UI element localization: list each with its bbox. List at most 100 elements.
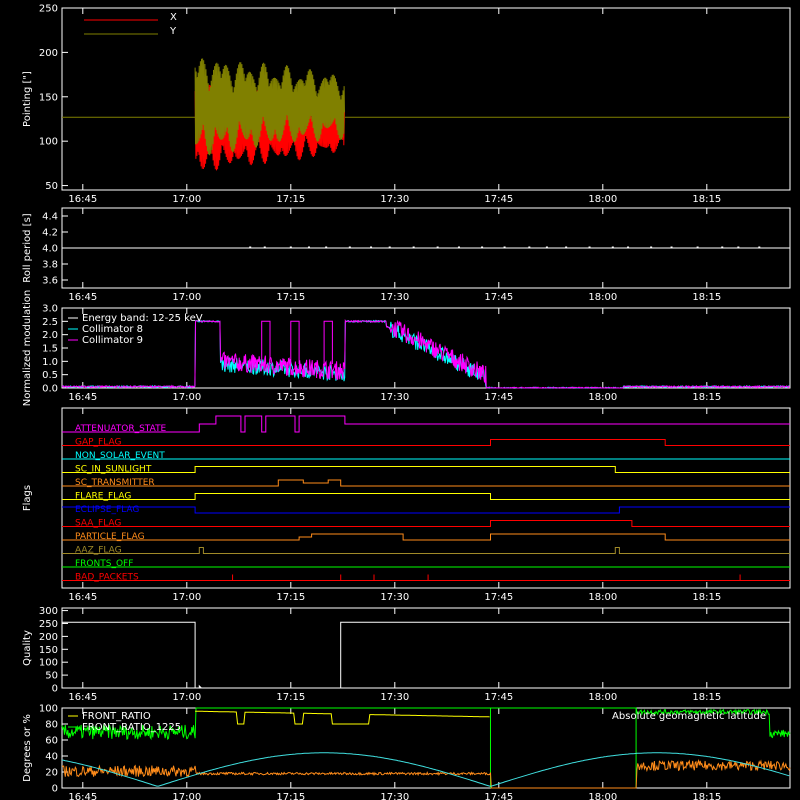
pointing-ytick-label: 50 <box>45 181 58 192</box>
collimator-8-series <box>61 319 790 389</box>
flag-trace-sc-in-sunlight <box>62 466 790 473</box>
collimator-9-spike <box>290 320 300 364</box>
geomagnetic-latitude-annotation: Absolute geomagnetic latitude <box>612 711 766 722</box>
flag-label-sc-transmitter: SC_TRANSMITTER <box>75 478 155 488</box>
flag-label-aaz-flag: AAZ_FLAG <box>75 546 122 556</box>
flag-trace-attenuator-state <box>62 415 790 433</box>
roll-period-blip <box>588 246 591 248</box>
modulation-xtick-label: 17:00 <box>172 392 201 403</box>
front-ytick-label: 80 <box>45 720 58 731</box>
modulation-xtick-label: 18:15 <box>692 392 721 403</box>
flag-label-particle-flag: PARTICLE_FLAG <box>75 532 145 542</box>
roll-ytick-label: 4.2 <box>42 228 58 239</box>
pointing-ytick-label: 100 <box>39 137 58 148</box>
modulation-xtick-label: 17:30 <box>380 392 409 403</box>
flag-label-fronts-off: FRONTS_OFF <box>75 559 133 569</box>
quality-ytick-label: 300 <box>39 606 58 617</box>
front-xtick-label: 17:30 <box>380 792 409 800</box>
quality-xtick-label: 17:15 <box>276 692 305 703</box>
pointing-frame <box>61 7 791 191</box>
collimator-9-spike <box>261 320 271 364</box>
roll-period-blip <box>565 246 568 248</box>
roll-period-blip <box>436 246 439 248</box>
flags-ylabel: Flags <box>22 485 33 511</box>
front-ytick-label: 0 <box>52 784 58 795</box>
pointing-ylabel: Pointing ["] <box>22 71 33 127</box>
roll-period-blip <box>325 246 328 248</box>
legend-y-label: Y <box>169 26 177 37</box>
pointing-xtick-label: 16:45 <box>68 194 97 205</box>
quality-xtick-label: 17:30 <box>380 692 409 703</box>
quality-xtick-label: 17:00 <box>172 692 201 703</box>
quality-ytick-label: 150 <box>39 645 58 656</box>
quality-ytick-label: 250 <box>39 619 58 630</box>
flags-xtick-label: 18:15 <box>692 592 721 603</box>
modulation-ytick-label: 2.0 <box>42 330 58 341</box>
pointing-ytick-label: 200 <box>39 48 58 59</box>
modulation-ytick-label: 1.5 <box>42 344 58 355</box>
pointing-ytick-label: 250 <box>39 4 58 15</box>
flags-xtick-label: 17:15 <box>276 592 305 603</box>
front-xtick-label: 18:15 <box>692 792 721 800</box>
front-xtick-label: 18:00 <box>588 792 617 800</box>
roll-xtick-label: 17:15 <box>276 292 305 303</box>
flags-frame <box>61 407 791 589</box>
quality-xtick-label: 17:45 <box>484 692 513 703</box>
roll-ytick-label: 4.0 <box>42 244 58 255</box>
roll-period-blip <box>412 246 415 248</box>
quality-ytick-label: 50 <box>45 671 58 682</box>
flag-label-eclipse-flag: ECLIPSE_FLAG <box>75 505 139 515</box>
roll-period-blip <box>737 246 740 248</box>
flag-trace-saa-flag <box>62 520 790 527</box>
collimator-9-series <box>61 318 790 389</box>
front-xtick-label: 17:45 <box>484 792 513 800</box>
legend-front-ratio-label: FRONT_RATIO <box>82 711 151 722</box>
flag-trace-particle-flag <box>62 533 790 541</box>
roll-period-blip <box>481 246 484 248</box>
modulation-xtick-label: 18:00 <box>588 392 617 403</box>
flag-trace-sc-transmitter <box>62 479 790 487</box>
roll-ytick-label: 3.8 <box>42 260 58 271</box>
modulation-ytick-label: 2.5 <box>42 317 58 328</box>
modulation-xtick-label: 16:45 <box>68 392 97 403</box>
roll-period-blip <box>348 246 351 248</box>
modulation-xtick-label: 17:15 <box>276 392 305 403</box>
roll-ytick-label: 4.4 <box>42 212 58 223</box>
roll-period-blip <box>650 246 653 248</box>
front-ytick-label: 100 <box>39 704 58 715</box>
collimator-9-spike <box>323 320 333 364</box>
roll-period-blip <box>758 246 761 248</box>
front-ytick-label: 60 <box>45 736 58 747</box>
flags-xtick-label: 17:30 <box>380 592 409 603</box>
roll-period-blip <box>307 246 310 248</box>
roll-period-blip <box>388 246 391 248</box>
roll-xtick-label: 17:45 <box>484 292 513 303</box>
pointing-xtick-label: 18:15 <box>692 194 721 205</box>
pointing-xtick-label: 17:30 <box>380 194 409 205</box>
flag-label-sc-in-sunlight: SC_IN_SUNLIGHT <box>75 465 152 475</box>
modulation-ytick-label: 0.0 <box>42 384 58 395</box>
legend-front-ratio-1225-label: FRONT_RATIO_1225 <box>82 722 181 733</box>
roll-period-blip <box>721 246 724 248</box>
flag-trace-flare-flag <box>62 493 790 500</box>
roll-period-blip <box>289 246 292 248</box>
roll-period-blip <box>370 246 373 248</box>
flag-label-bad-packets: BAD_PACKETS <box>75 573 139 583</box>
legend-col9-label: Collimator 9 <box>82 335 143 346</box>
roll-xtick-label: 18:15 <box>692 292 721 303</box>
modulation-xtick-label: 17:45 <box>484 392 513 403</box>
flags-xtick-label: 18:00 <box>588 592 617 603</box>
roll-period-blip <box>627 246 630 248</box>
roll-period-blip <box>457 246 460 248</box>
roll-period-blip <box>528 246 531 248</box>
quality-ylabel: Quality <box>22 630 33 666</box>
flag-trace-aaz-flag <box>62 547 790 554</box>
pointing-xtick-label: 18:00 <box>588 194 617 205</box>
quality-xtick-label: 18:00 <box>588 692 617 703</box>
flag-label-gap-flag: GAP_FLAG <box>75 438 121 448</box>
front-ytick-label: 20 <box>45 768 58 779</box>
quality-ytick-label: 200 <box>39 632 58 643</box>
flag-label-flare-flag: FLARE_FLAG <box>75 492 131 502</box>
roll-xtick-label: 16:45 <box>68 292 97 303</box>
